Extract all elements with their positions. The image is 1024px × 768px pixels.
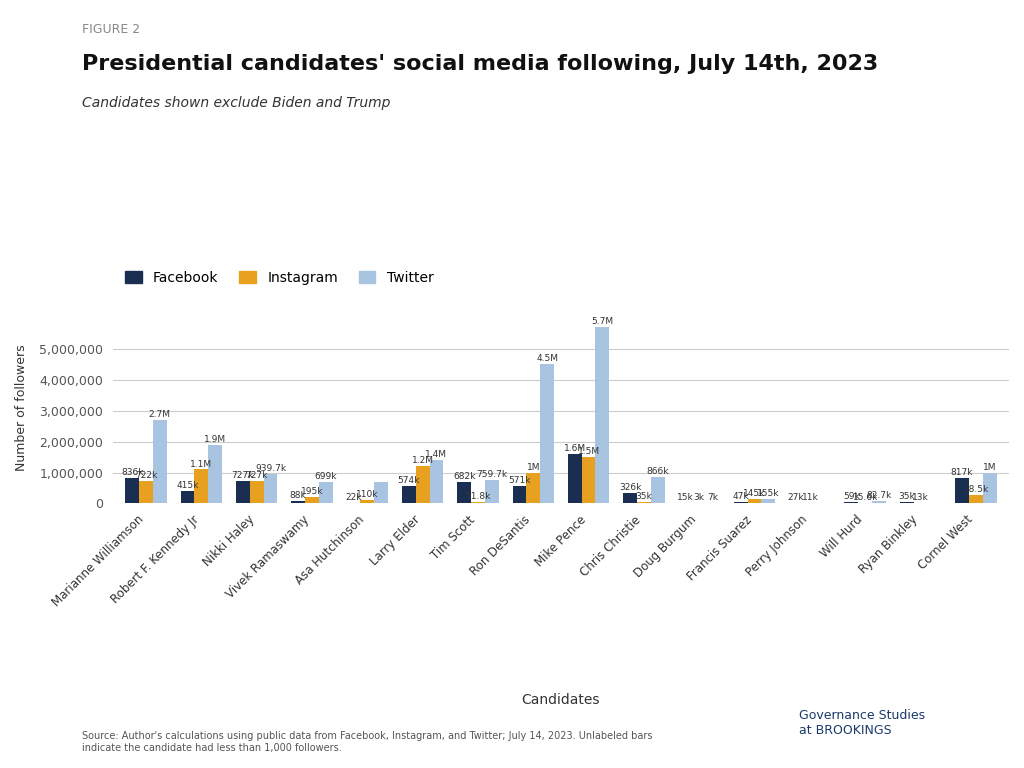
Text: 415k: 415k	[176, 481, 199, 490]
Bar	[195, 469, 208, 504]
Bar	[457, 482, 471, 504]
Text: 1.2M: 1.2M	[412, 456, 433, 465]
Text: 7k: 7k	[708, 493, 719, 502]
Text: 1M: 1M	[526, 462, 540, 472]
Text: Presidential candidates' social media following, July 14th, 2023: Presidential candidates' social media fo…	[82, 54, 879, 74]
Text: 727k: 727k	[231, 471, 254, 480]
Text: 15.6k: 15.6k	[853, 493, 878, 502]
Bar	[568, 454, 582, 504]
Text: 47k: 47k	[732, 492, 749, 501]
Text: 145k: 145k	[743, 489, 766, 498]
Bar	[471, 502, 484, 504]
Text: 727k: 727k	[246, 471, 268, 480]
Text: Source: Author's calculations using public data from Facebook, Instagram, and Tw: Source: Author's calculations using publ…	[82, 731, 652, 753]
Bar	[762, 498, 775, 504]
Text: 836k: 836k	[121, 468, 143, 477]
Bar	[401, 485, 416, 504]
Bar	[374, 482, 388, 504]
Text: 13k: 13k	[912, 493, 929, 502]
Text: 2.7M: 2.7M	[148, 410, 171, 419]
Bar	[513, 486, 526, 504]
Bar	[872, 501, 886, 504]
Text: 571k: 571k	[508, 476, 530, 485]
Bar	[526, 472, 541, 504]
Text: 195k: 195k	[301, 488, 324, 496]
Text: 1.4M: 1.4M	[425, 450, 447, 459]
Text: 682k: 682k	[453, 472, 475, 482]
Y-axis label: Number of followers: Number of followers	[15, 344, 28, 471]
Text: 699k: 699k	[314, 472, 337, 481]
Text: 88k: 88k	[290, 491, 306, 500]
Bar	[748, 499, 762, 504]
Text: 326k: 326k	[618, 483, 641, 492]
Text: 1M: 1M	[983, 462, 996, 472]
Text: 4.5M: 4.5M	[537, 355, 558, 363]
Bar	[624, 493, 637, 504]
Text: 110k: 110k	[356, 490, 379, 499]
Bar	[263, 475, 278, 504]
Text: 15k: 15k	[677, 493, 693, 502]
Bar	[153, 420, 167, 504]
Bar	[900, 502, 913, 504]
Bar	[969, 495, 983, 504]
Bar	[139, 481, 153, 504]
Bar	[416, 466, 429, 504]
Bar	[291, 501, 305, 504]
Text: 939.7k: 939.7k	[255, 465, 286, 474]
Text: 1.9M: 1.9M	[204, 435, 226, 444]
Text: FIGURE 2: FIGURE 2	[82, 23, 140, 36]
Text: 59k: 59k	[843, 492, 860, 501]
Bar	[596, 327, 609, 504]
Bar	[651, 477, 665, 504]
Bar	[208, 445, 222, 504]
Text: 51.8k: 51.8k	[465, 492, 490, 501]
Bar	[250, 481, 263, 504]
Text: 5.7M: 5.7M	[591, 317, 613, 326]
Text: 155k: 155k	[757, 488, 779, 498]
Text: 574k: 574k	[397, 475, 420, 485]
Text: 1.6M: 1.6M	[563, 444, 586, 453]
Text: 82.7k: 82.7k	[866, 491, 892, 500]
Bar	[484, 480, 499, 504]
Text: 11k: 11k	[802, 493, 818, 502]
Bar	[734, 502, 748, 504]
Bar	[360, 500, 374, 504]
Text: 759.7k: 759.7k	[476, 470, 507, 479]
Bar	[637, 502, 651, 504]
Text: 35k: 35k	[898, 492, 915, 502]
Bar	[318, 482, 333, 504]
Text: 817k: 817k	[950, 468, 973, 477]
Bar	[845, 502, 858, 504]
Text: 27k: 27k	[787, 492, 804, 502]
Bar	[983, 472, 996, 504]
Bar	[125, 478, 139, 504]
Text: Governance Studies
at BROOKINGS: Governance Studies at BROOKINGS	[799, 710, 925, 737]
X-axis label: Candidates: Candidates	[521, 693, 600, 707]
Text: 22k: 22k	[345, 493, 361, 502]
Bar	[305, 498, 318, 504]
Text: 35k: 35k	[636, 492, 652, 502]
Bar	[541, 364, 554, 504]
Text: 722k: 722k	[135, 472, 157, 480]
Text: 3k: 3k	[693, 493, 705, 502]
Bar	[955, 478, 969, 504]
Text: 28.5k: 28.5k	[964, 485, 988, 494]
Bar	[790, 502, 803, 504]
Bar	[236, 481, 250, 504]
Text: 1.1M: 1.1M	[190, 459, 212, 468]
Bar	[429, 460, 443, 504]
Text: 1.5M: 1.5M	[578, 447, 600, 456]
Legend: Facebook, Instagram, Twitter: Facebook, Instagram, Twitter	[120, 265, 439, 290]
Bar	[582, 457, 596, 504]
Text: Candidates shown exclude Biden and Trump: Candidates shown exclude Biden and Trump	[82, 96, 390, 110]
Bar	[180, 491, 195, 504]
Text: 866k: 866k	[646, 467, 669, 475]
